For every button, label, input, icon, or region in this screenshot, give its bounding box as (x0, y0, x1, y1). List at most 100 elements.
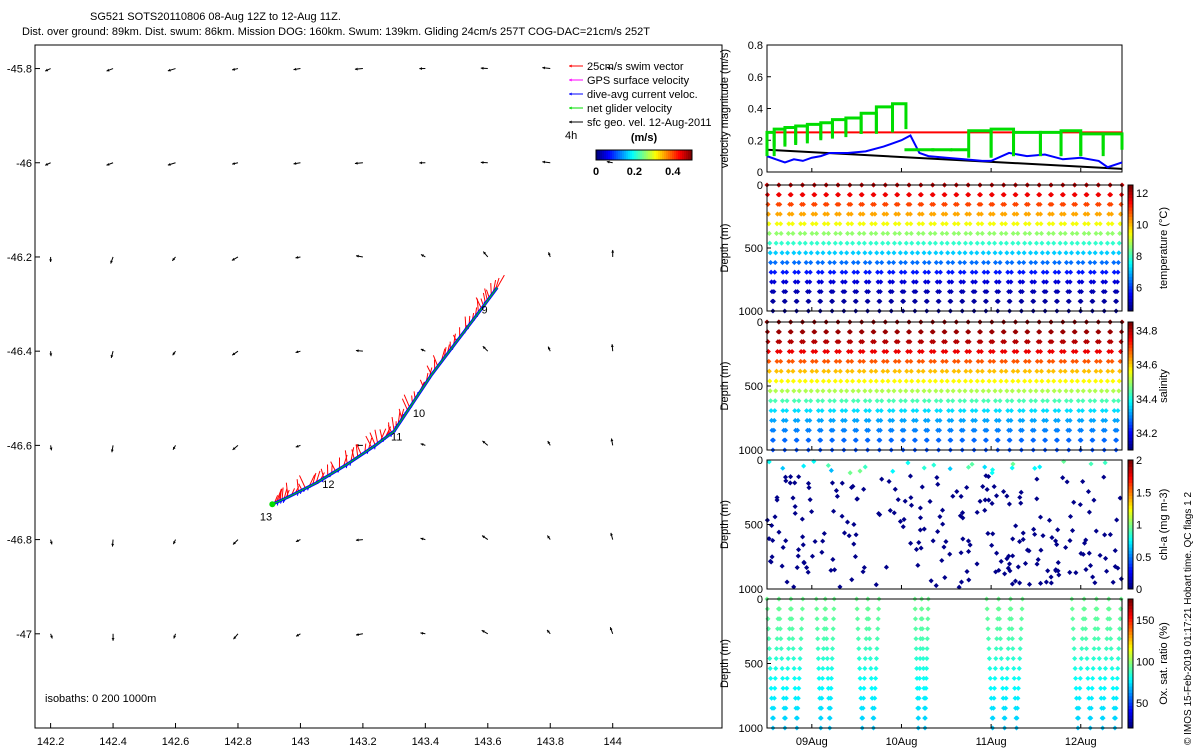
data-point (925, 279, 931, 285)
data-point (1058, 348, 1065, 355)
colorbar-cell (688, 150, 691, 160)
data-point (967, 358, 973, 364)
data-point (961, 417, 967, 424)
data-point (1106, 606, 1112, 612)
data-point (971, 298, 978, 304)
data-point (1070, 211, 1076, 217)
data-point (972, 279, 978, 285)
data-point (843, 408, 849, 414)
time-tick-label: 11Aug (976, 736, 1007, 748)
data-point (901, 289, 907, 295)
data-point (987, 368, 993, 374)
data-point (1034, 561, 1040, 567)
data-point (823, 626, 829, 632)
data-point (1056, 269, 1062, 275)
geo-vel-arrow-head (610, 532, 613, 536)
data-point (800, 329, 806, 335)
data-point (796, 259, 802, 266)
data-point (961, 269, 967, 275)
data-point (772, 259, 778, 266)
data-point (1009, 626, 1015, 632)
data-point (950, 398, 956, 404)
data-point (807, 269, 813, 275)
data-point (1099, 259, 1105, 266)
map-xtick-label: 143.6 (474, 736, 502, 748)
data-point (1051, 378, 1057, 384)
data-point (1011, 358, 1017, 364)
data-point (772, 398, 778, 404)
data-point (790, 636, 796, 642)
data-point (1113, 695, 1119, 701)
data-point (1021, 259, 1027, 266)
cbar-cell (1128, 576, 1133, 580)
data-point (1014, 211, 1020, 217)
data-point (1067, 569, 1073, 575)
data-point (997, 250, 1004, 256)
data-point (1052, 408, 1058, 414)
data-point (921, 378, 927, 384)
data-point (826, 250, 832, 256)
data-point (908, 221, 914, 227)
data-point (1069, 378, 1075, 384)
data-point (1053, 538, 1059, 544)
data-point (1096, 329, 1102, 335)
cbar-cell (1128, 724, 1133, 729)
data-point (1069, 240, 1075, 246)
data-point (902, 398, 908, 404)
data-point (879, 398, 885, 404)
data-point (967, 368, 973, 374)
data-point (948, 427, 954, 433)
data-point (843, 259, 849, 266)
net-velocity-step (891, 102, 908, 130)
data-point (1053, 417, 1059, 424)
data-point (950, 250, 956, 256)
data-point (868, 368, 874, 374)
cbar-cell (1128, 440, 1133, 445)
data-point (1008, 417, 1014, 424)
data-point (979, 230, 985, 237)
data-point (779, 240, 785, 246)
data-point (778, 636, 784, 642)
data-point (867, 388, 873, 394)
data-point (966, 211, 973, 217)
data-point (1057, 388, 1063, 394)
data-point (782, 474, 789, 480)
data-point (1002, 358, 1009, 364)
data-point (940, 358, 946, 364)
data-point (1013, 329, 1019, 335)
data-point (794, 427, 801, 433)
cbar-cell (1128, 341, 1133, 345)
data-point (904, 230, 910, 237)
vel-ytick-label: 0.6 (748, 72, 763, 84)
data-point (932, 368, 938, 374)
data-point (1000, 695, 1006, 701)
data-point (980, 483, 986, 490)
geo-vel-arrow-head (419, 161, 422, 165)
geo-vel-arrow-head (106, 68, 110, 72)
cbar-cell (1128, 508, 1133, 513)
data-point (951, 378, 957, 384)
data-point (861, 240, 867, 246)
geo-vel-arrow-head (50, 635, 53, 639)
data-point (900, 437, 907, 443)
data-point (865, 289, 872, 295)
data-point (919, 211, 925, 217)
data-point (997, 259, 1003, 266)
data-point (867, 636, 873, 642)
data-point (931, 348, 937, 355)
data-point (1103, 279, 1109, 285)
data-point (804, 565, 810, 571)
data-point (1108, 348, 1115, 355)
data-point (1096, 192, 1102, 198)
legend-label: sfc geo. vel. 12-Aug-2011 (587, 117, 712, 129)
data-point (867, 646, 873, 652)
data-point (991, 685, 997, 691)
data-point (1073, 339, 1079, 345)
data-point (1004, 675, 1010, 681)
data-point (768, 685, 774, 691)
data-point (798, 626, 805, 632)
data-point (806, 427, 812, 433)
data-point (990, 531, 996, 537)
map-ytick-label: -47 (16, 629, 32, 641)
data-point (1077, 685, 1083, 691)
